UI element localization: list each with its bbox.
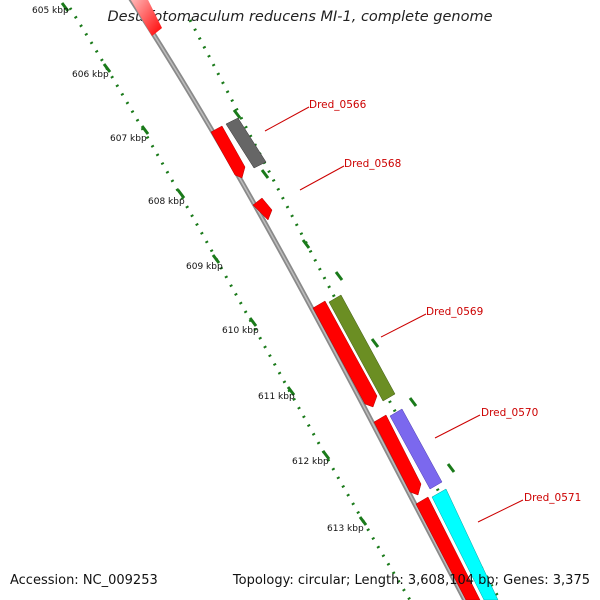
- gene-red-0568b[interactable]: [312, 300, 378, 408]
- ruler-label: 613 kbp: [327, 524, 364, 534]
- inner-ruler: [68, 7, 412, 600]
- gene-red-0570b[interactable]: [415, 496, 481, 600]
- outer-ruler: [188, 19, 502, 600]
- gene-dred-0570[interactable]: [389, 408, 443, 490]
- genome-summary-text: Topology: circular; Length: 3,608,104 bp…: [232, 573, 590, 588]
- gene-top-faded[interactable]: [128, 0, 162, 36]
- ruler-label: 610 kbp: [222, 326, 259, 336]
- ruler-label: 612 kbp: [292, 457, 329, 467]
- gene-dred-0566[interactable]: [225, 117, 267, 169]
- gene-red-0567[interactable]: [252, 197, 273, 221]
- gene-dred-0571[interactable]: [431, 488, 499, 600]
- inner-major-ticks: [60, 2, 368, 526]
- gene-label-dred-0570[interactable]: Dred_0570: [481, 407, 538, 419]
- ruler-label: 605 kbp: [32, 6, 69, 16]
- gene-red-0569b[interactable]: [373, 414, 422, 496]
- gene-label-dred-0566[interactable]: Dred_0566: [309, 99, 367, 111]
- map-title: Desulfotomaculum reducens MI-1, complete…: [107, 9, 493, 25]
- gene-label-dred-0569[interactable]: Dred_0569: [426, 306, 483, 318]
- gene-label-leaders: [264, 106, 524, 523]
- ruler-label: 611 kbp: [258, 392, 295, 402]
- ruler-label: 607 kbp: [110, 134, 147, 144]
- ruler-label: 608 kbp: [148, 197, 185, 207]
- ruler-label: 606 kbp: [72, 70, 109, 80]
- gene-red-0565[interactable]: [210, 125, 246, 179]
- ruler-label: 609 kbp: [186, 262, 223, 272]
- accession-text: Accession: NC_009253: [10, 573, 158, 588]
- outer-major-ticks: [232, 109, 456, 473]
- gene-label-dred-0571[interactable]: Dred_0571: [524, 492, 581, 504]
- gene-dred-0569[interactable]: [328, 294, 396, 402]
- gene-label-dred-0568[interactable]: Dred_0568: [344, 158, 401, 170]
